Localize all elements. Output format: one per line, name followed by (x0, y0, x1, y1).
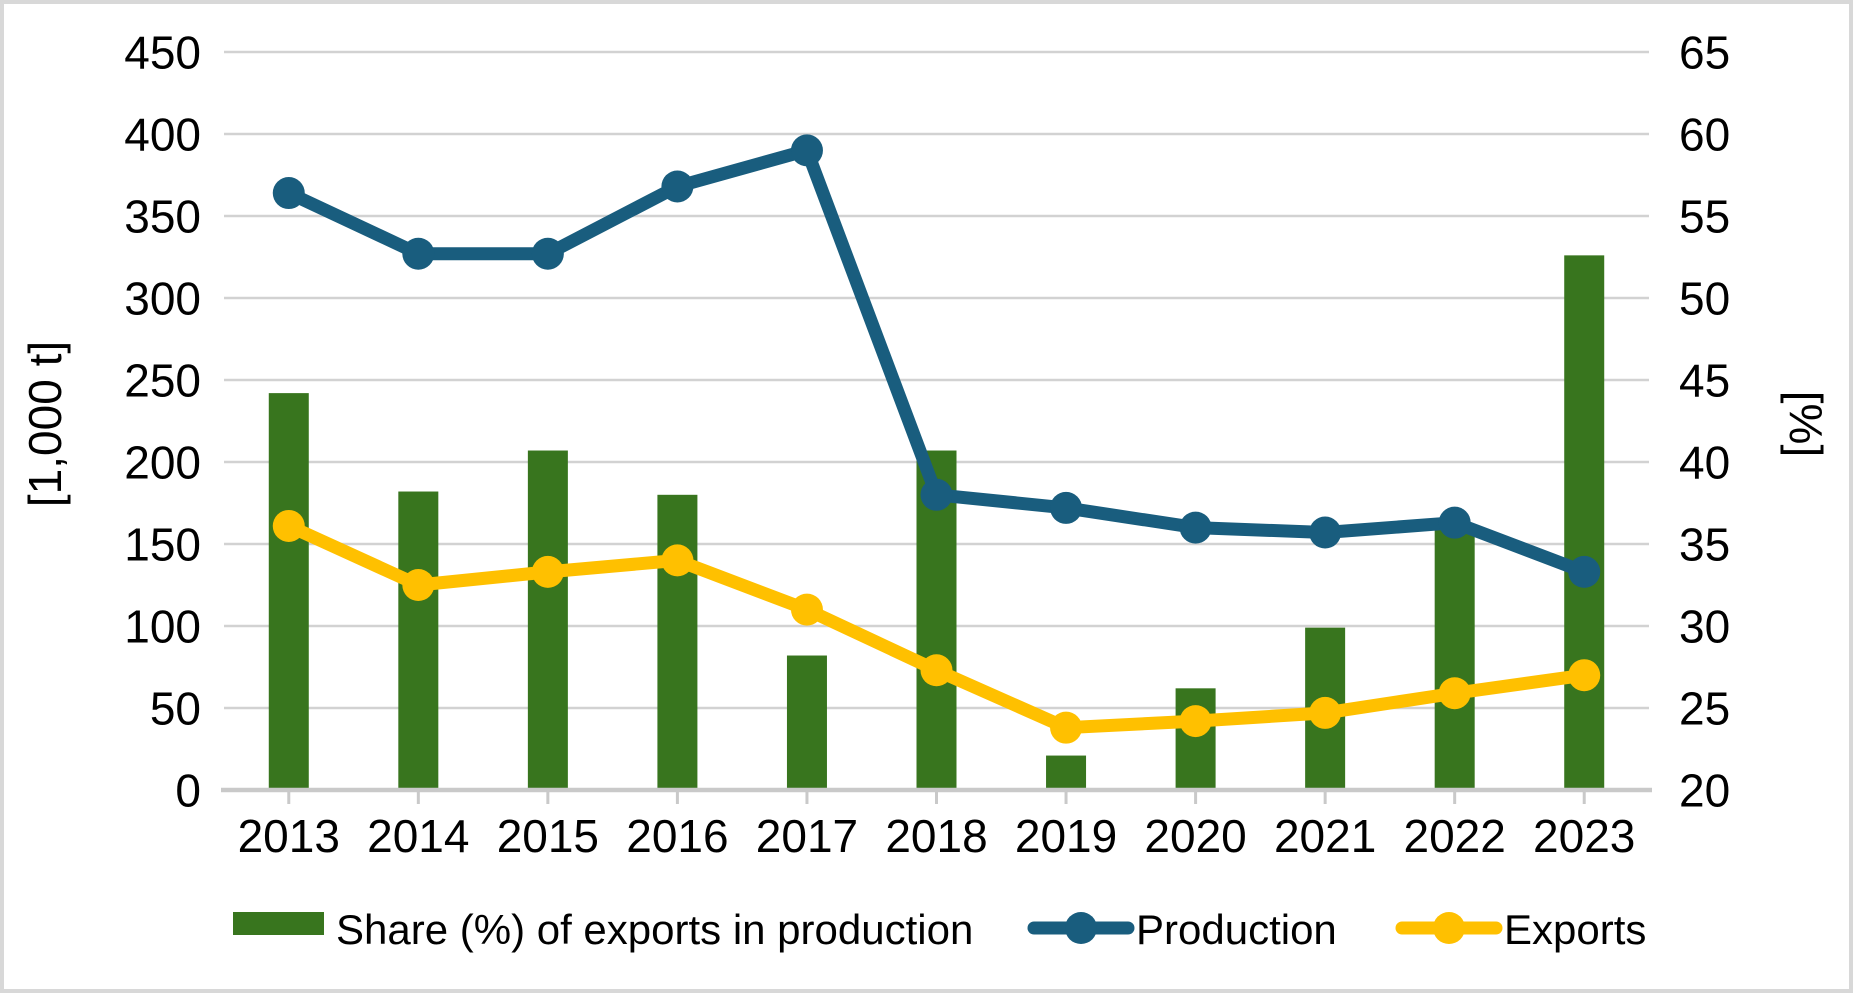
bar-2023 (1564, 255, 1605, 791)
left-axis-tick-250: 250 (124, 355, 201, 407)
x-tick-label-2017: 2017 (756, 810, 858, 862)
line-marker-icon (1065, 912, 1097, 944)
right-axis-tick-60: 60 (1679, 109, 1730, 161)
production-point-2023 (1568, 555, 1601, 588)
exports-point-2018 (920, 654, 953, 687)
right-axis-tick-25: 25 (1679, 683, 1730, 735)
right-axis-tick-40: 40 (1679, 437, 1730, 489)
exports-point-2022 (1438, 677, 1471, 710)
production-point-2013 (272, 177, 305, 210)
production-point-2020 (1179, 511, 1212, 544)
left-axis-tick-150: 150 (124, 519, 201, 571)
x-tick-label-2022: 2022 (1404, 810, 1506, 862)
x-tick-label-2020: 2020 (1144, 810, 1246, 862)
exports-point-2014 (402, 569, 435, 601)
bar-2019 (1046, 755, 1087, 790)
left-axis-tick-450: 450 (124, 27, 201, 79)
combo-chart: 450 400 350 300 250 200 150 100 50 0 65 60 55 50 45 40… (19, 27, 1832, 953)
legend-label-production: Production (1136, 906, 1337, 953)
exports-point-2016 (661, 544, 694, 577)
left-axis-title: [1,000 t] (19, 341, 71, 507)
left-axis-tick-200: 200 (124, 437, 201, 489)
left-axis-tick-300: 300 (124, 273, 201, 325)
x-tick-label-2013: 2013 (238, 810, 340, 862)
bar-2013 (268, 393, 309, 790)
bar-2017 (786, 655, 827, 790)
x-tick-label-2021: 2021 (1274, 810, 1376, 862)
y-axis-left-labels: 450 400 350 300 250 200 150 100 50 0 (124, 27, 201, 817)
right-axis-tick-55: 55 (1679, 191, 1730, 243)
bar-swatch-icon (233, 912, 324, 935)
right-axis-tick-50: 50 (1679, 273, 1730, 325)
legend-item-production: Production (1027, 906, 1337, 953)
production-point-2022 (1438, 506, 1471, 539)
x-tick-label-2018: 2018 (885, 810, 987, 862)
exports-point-2020 (1179, 705, 1212, 738)
right-axis-tick-20: 20 (1679, 765, 1730, 817)
left-axis-tick-400: 400 (124, 109, 201, 161)
bar-2016 (657, 494, 698, 790)
legend-item-share: Share (%) of exports in production (233, 906, 973, 953)
production-point-2017 (790, 134, 823, 167)
left-axis-tick-350: 350 (124, 191, 201, 243)
exports-point-2017 (790, 593, 823, 626)
production-point-2014 (402, 237, 435, 270)
bar-2022 (1434, 524, 1475, 790)
right-axis-title: [%] (1780, 391, 1832, 457)
left-axis-tick-100: 100 (124, 601, 201, 653)
right-axis-tick-30: 30 (1679, 601, 1730, 653)
left-axis-tick-0: 0 (175, 765, 201, 817)
legend-label-share: Share (%) of exports in production (336, 906, 973, 953)
right-axis-tick-45: 45 (1679, 355, 1730, 407)
x-axis (221, 787, 1652, 804)
x-tick-label-2023: 2023 (1533, 810, 1635, 862)
x-axis-labels: 2013 2014 2015 2016 2017 2018 2019 2020 2021 2022… (238, 810, 1636, 862)
legend-label-exports: Exports (1504, 906, 1646, 953)
production-point-2019 (1050, 491, 1083, 524)
production-point-2018 (920, 478, 953, 511)
x-tick-label-2014: 2014 (367, 810, 469, 862)
bar-series (268, 255, 1605, 791)
x-tick-label-2015: 2015 (497, 810, 599, 862)
left-axis-tick-50: 50 (150, 683, 201, 735)
x-tick-label-2016: 2016 (626, 810, 728, 862)
exports-point-2021 (1309, 696, 1342, 729)
production-point-2016 (661, 170, 694, 203)
exports-point-2015 (531, 555, 564, 588)
production-point-2021 (1309, 516, 1342, 549)
bar-2014 (398, 491, 439, 790)
y-axis-right-labels: 65 60 55 50 45 40 35 30 25 20 (1679, 27, 1730, 817)
exports-point-2013 (272, 509, 305, 542)
legend-item-exports: Exports (1395, 906, 1646, 953)
line-marker-icon (1433, 912, 1465, 944)
line-series (272, 134, 1601, 744)
bar-2020 (1175, 688, 1216, 790)
exports-point-2019 (1050, 711, 1083, 744)
right-axis-tick-35: 35 (1679, 519, 1730, 571)
x-tick-label-2019: 2019 (1015, 810, 1117, 862)
exports-point-2023 (1568, 659, 1601, 692)
legend: Share (%) of exports in production Produ… (233, 906, 1646, 953)
right-axis-tick-65: 65 (1679, 27, 1730, 79)
production-point-2015 (531, 237, 564, 270)
bar-2015 (527, 450, 568, 790)
